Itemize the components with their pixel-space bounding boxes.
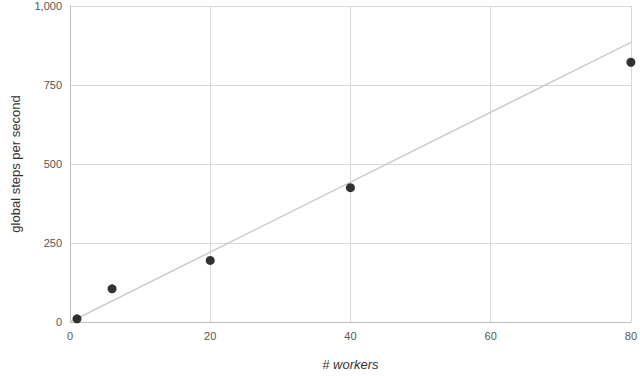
- svg-text:# workers: # workers: [322, 357, 379, 372]
- svg-text:1,000: 1,000: [34, 0, 62, 12]
- svg-text:80: 80: [625, 330, 637, 342]
- svg-text:20: 20: [204, 330, 216, 342]
- svg-text:500: 500: [44, 158, 62, 170]
- svg-text:750: 750: [44, 79, 62, 91]
- svg-text:0: 0: [56, 316, 62, 328]
- svg-text:250: 250: [44, 237, 62, 249]
- svg-text:60: 60: [485, 330, 497, 342]
- svg-text:40: 40: [344, 330, 356, 342]
- svg-text:global steps per second: global steps per second: [8, 95, 23, 232]
- svg-text:0: 0: [67, 330, 73, 342]
